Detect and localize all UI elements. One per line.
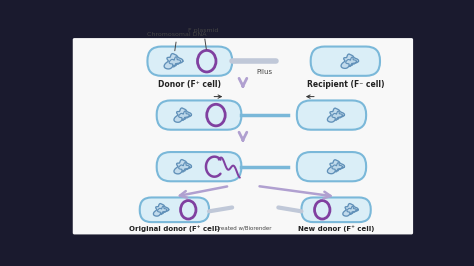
Polygon shape (174, 108, 191, 122)
Polygon shape (347, 206, 356, 214)
Text: Pilus: Pilus (257, 69, 273, 75)
Text: New donor (F⁺ cell): New donor (F⁺ cell) (298, 225, 374, 232)
Polygon shape (174, 160, 191, 174)
Text: Recipient (F⁻ cell): Recipient (F⁻ cell) (307, 80, 384, 89)
Polygon shape (328, 160, 345, 174)
Polygon shape (346, 57, 356, 66)
FancyBboxPatch shape (73, 38, 413, 234)
Text: Donor (F⁺ cell): Donor (F⁺ cell) (158, 80, 221, 89)
Polygon shape (179, 111, 189, 120)
FancyBboxPatch shape (140, 197, 209, 222)
Polygon shape (343, 203, 358, 216)
FancyBboxPatch shape (147, 47, 232, 76)
Polygon shape (169, 57, 181, 67)
Text: Created w/Biorender: Created w/Biorender (215, 226, 271, 231)
Polygon shape (179, 163, 189, 172)
FancyBboxPatch shape (157, 152, 241, 181)
FancyBboxPatch shape (301, 197, 371, 222)
Polygon shape (341, 54, 358, 68)
Text: F plasmid: F plasmid (189, 28, 219, 49)
Text: Chromosomal DNA: Chromosomal DNA (147, 32, 207, 51)
Polygon shape (332, 111, 342, 120)
Text: Original donor (F⁺ cell): Original donor (F⁺ cell) (129, 225, 220, 232)
Polygon shape (154, 203, 169, 216)
Polygon shape (328, 108, 345, 122)
FancyBboxPatch shape (297, 152, 366, 181)
FancyBboxPatch shape (310, 47, 380, 76)
Polygon shape (164, 53, 183, 69)
Polygon shape (332, 163, 342, 172)
Polygon shape (157, 206, 167, 214)
FancyBboxPatch shape (157, 101, 241, 130)
FancyBboxPatch shape (297, 101, 366, 130)
